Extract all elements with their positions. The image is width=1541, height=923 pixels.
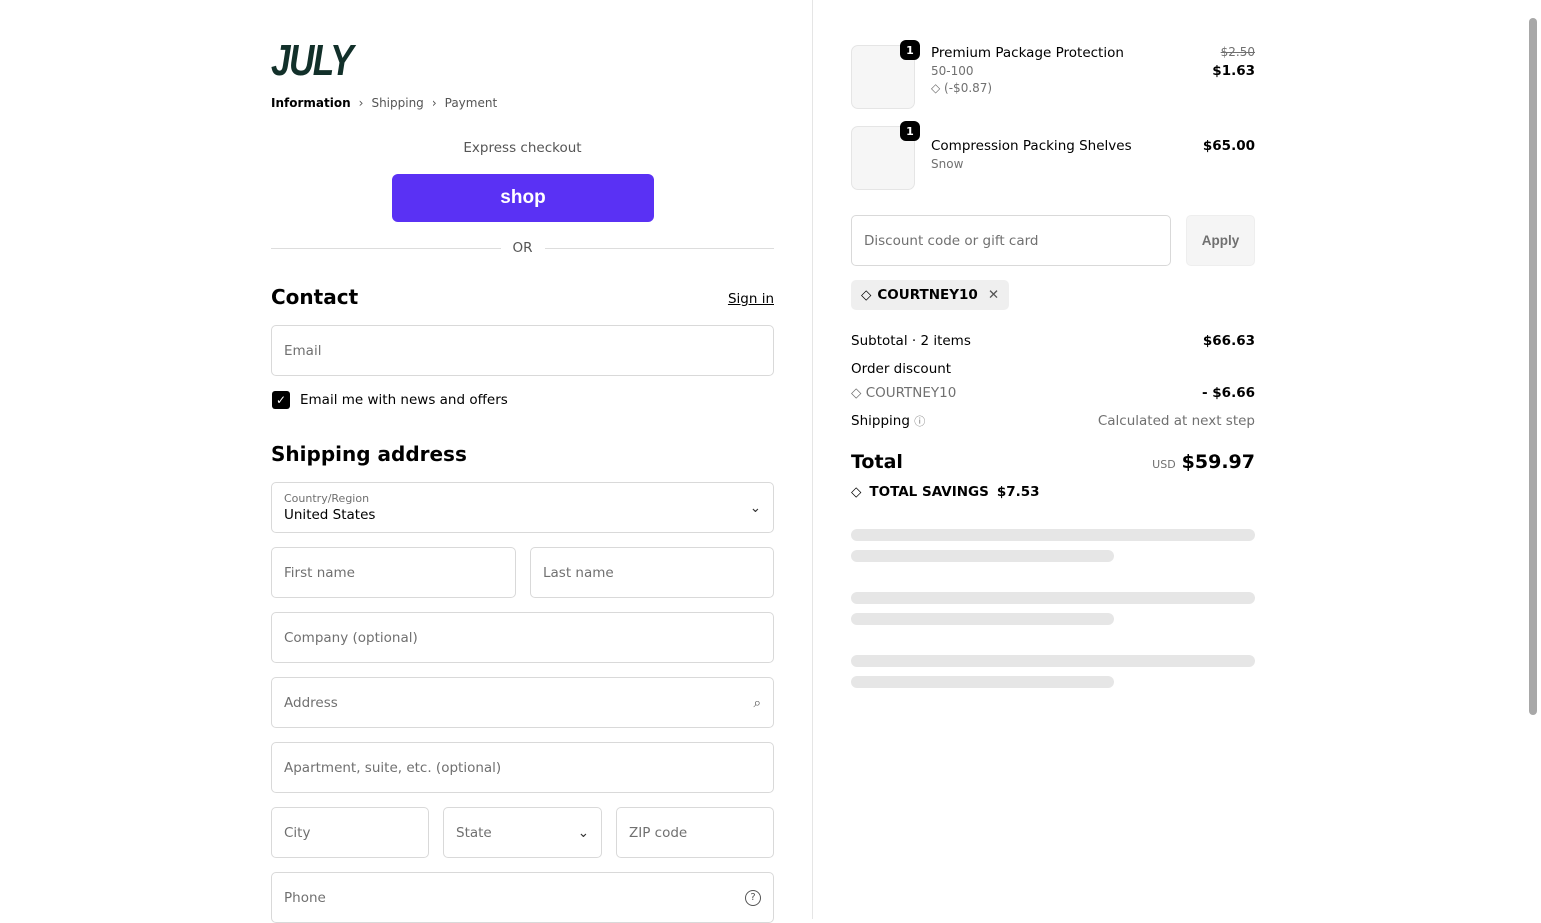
shop-pay-button[interactable]: shop [392,174,654,222]
product-image: 1 [851,121,920,190]
sign-in-link[interactable]: Sign in [727,291,774,307]
order-summary: 1 Premium Package Protection 50-100 ◇ (-$0… [812,0,1527,919]
item-price: $65.00 [1202,138,1255,154]
breadcrumb-payment: Payment [444,96,498,110]
subtotal-value: $66.63 [1202,333,1255,349]
tag-icon: ◇ [861,287,872,303]
scrollbar[interactable] [1527,0,1541,919]
savings-label: TOTAL SAVINGS [869,484,989,500]
item-price: $1.63 [1212,63,1255,79]
help-icon[interactable]: ⓘ [914,415,926,428]
cart-item: 1 Compression Packing Shelves Snow $65.00 [851,121,1255,190]
tag-icon: ◇ [851,385,866,401]
cart-item: 1 Premium Package Protection 50-100 ◇ (-$0… [851,40,1255,109]
loading-skeleton [851,655,1255,667]
item-variant: Snow [931,157,964,171]
item-name: Premium Package Protection [931,45,1124,61]
email-input[interactable]: Email [271,325,774,376]
zip-input[interactable]: ZIP code [616,807,774,858]
discount-code-input[interactable]: Discount code or gift card [851,215,1171,266]
loading-skeleton [851,529,1255,541]
loading-skeleton [851,592,1255,604]
company-input[interactable]: Company (optional) [271,612,774,663]
country-select[interactable]: Country/Region United States ⌄ [271,482,774,533]
original-price: $2.50 [1220,45,1255,59]
savings-value: $7.53 [996,484,1040,500]
scrollbar-thumb[interactable] [1529,18,1537,715]
subtotal-label: Subtotal · 2 items [851,333,971,349]
shipping-value: Calculated at next step [1097,413,1255,429]
breadcrumb-information[interactable]: Information [271,96,351,110]
discount-value: - $6.66 [1201,385,1255,401]
apply-button[interactable]: Apply [1186,215,1255,266]
loading-skeleton [851,550,1114,562]
address-input[interactable]: Address ⌕ [271,677,774,728]
express-checkout-label: Express checkout [463,140,582,156]
shipping-address-heading: Shipping address [271,442,467,466]
tag-icon: ◇ [851,484,862,500]
discount-code: COURTNEY10 [865,385,957,401]
last-name-input[interactable]: Last name [530,547,774,598]
chevron-down-icon: ⌄ [577,824,589,841]
or-text: OR [512,240,533,256]
phone-input[interactable]: Phone? [271,872,774,923]
july-logo[interactable]: JULY [271,36,354,85]
total-label: Total [851,451,903,473]
search-icon: ⌕ [753,694,761,711]
quantity-badge: 1 [900,40,920,60]
order-discount-label: Order discount [851,361,952,377]
contact-heading: Contact [271,285,359,309]
newsletter-checkbox[interactable]: ✓ Email me with news and offers [272,391,508,409]
loading-skeleton [851,613,1114,625]
quantity-badge: 1 [900,121,920,141]
chevron-right-icon: › [358,96,364,110]
or-divider: OR [271,240,775,256]
apartment-input[interactable]: Apartment, suite, etc. (optional) [271,742,774,793]
currency: USD [1152,458,1176,471]
city-input[interactable]: City [271,807,429,858]
breadcrumb-shipping: Shipping [371,96,424,110]
first-name-input[interactable]: First name [271,547,516,598]
state-select[interactable]: State ⌄ [443,807,602,858]
total-value: $59.97 [1181,451,1255,473]
breadcrumb: Information › Shipping › Payment [271,96,497,110]
close-icon[interactable]: ✕ [987,287,1000,303]
item-discount: ◇ (-$0.87) [931,81,993,95]
item-variant: 50-100 [931,64,974,78]
applied-discount-tag: ◇ COURTNEY10 ✕ [851,280,1010,310]
checkmark-icon: ✓ [272,391,290,409]
item-name: Compression Packing Shelves [931,138,1132,154]
chevron-right-icon: › [431,96,437,110]
tag-icon: ◇ [931,81,945,95]
chevron-down-icon: ⌄ [749,499,761,516]
loading-skeleton [851,676,1114,688]
help-icon[interactable]: ? [745,889,761,906]
shipping-label: Shipping [851,413,910,429]
product-image: 1 [851,40,920,109]
